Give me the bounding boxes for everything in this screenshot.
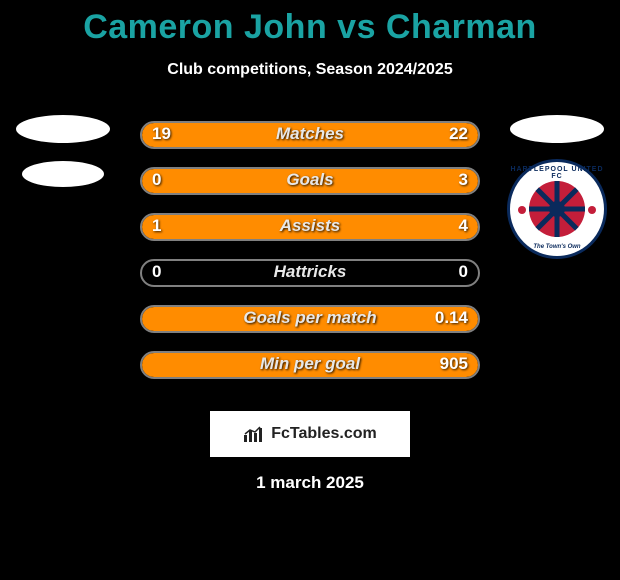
stat-label: Assists	[140, 216, 480, 236]
stat-row-mpg: Min per goal 905	[0, 347, 620, 393]
stat-row-hattricks: 0 Hattricks 0	[0, 255, 620, 301]
badge-text-top: HARTLEPOOL UNITED FC	[510, 166, 604, 180]
value-right: 0.14	[435, 308, 468, 328]
stat-row-gpm: Goals per match 0.14	[0, 301, 620, 347]
value-right: 0	[459, 262, 468, 282]
left-emblem-oval	[8, 115, 118, 143]
comparison-chart: 19 Matches 22 0 Goals 3 HARTLEPOOL UNITE…	[0, 117, 620, 393]
stat-label: Min per goal	[140, 354, 480, 374]
branding-text: FcTables.com	[271, 425, 377, 443]
branding-box: FcTables.com	[210, 411, 410, 457]
stat-label: Goals per match	[140, 308, 480, 328]
stat-label: Goals	[140, 170, 480, 190]
left-emblem-oval	[8, 161, 118, 187]
stat-row-goals: 0 Goals 3 HARTLEPOOL UNITED FC The Town'…	[0, 163, 620, 209]
stat-row-assists: 1 Assists 4	[0, 209, 620, 255]
chart-icon	[243, 425, 265, 443]
value-right: 4	[459, 216, 468, 236]
subtitle: Club competitions, Season 2024/2025	[0, 61, 620, 79]
date-label: 1 march 2025	[0, 473, 620, 493]
stat-label: Matches	[140, 124, 480, 144]
value-right: 3	[459, 170, 468, 190]
value-right: 22	[449, 124, 468, 144]
stat-label: Hattricks	[140, 262, 480, 282]
value-right: 905	[440, 354, 468, 374]
page-title: Cameron John vs Charman	[0, 0, 620, 47]
